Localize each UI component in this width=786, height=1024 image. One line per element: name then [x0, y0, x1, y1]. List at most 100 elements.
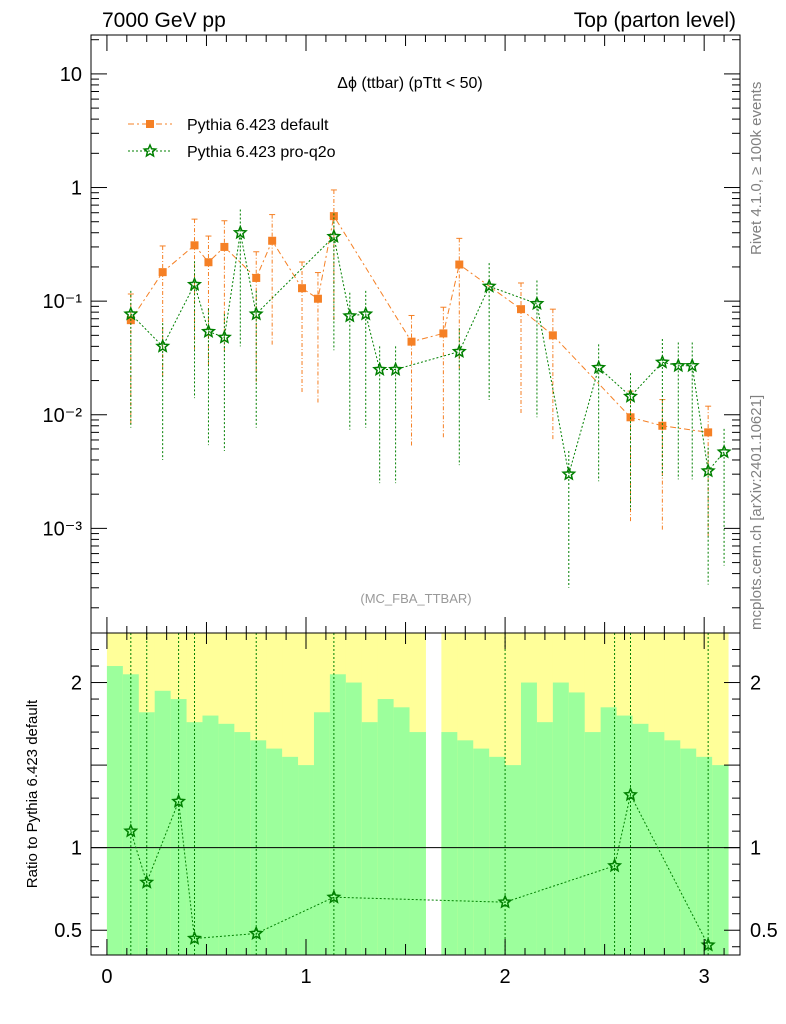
ratio-y-tick-label: 1: [71, 838, 82, 860]
band-green: [584, 732, 602, 955]
data-point-proq2o: [451, 343, 467, 358]
x-tick-label: 1: [300, 966, 311, 988]
data-point-proq2o: [591, 359, 607, 375]
header-energy: 7000 GeV pp: [102, 9, 226, 32]
ratio-data-point: [326, 889, 342, 904]
band-green: [441, 732, 458, 955]
data-point-proq2o: [342, 308, 358, 323]
data-point-proq2o: [372, 361, 388, 377]
x-tick-label: 0: [101, 966, 112, 988]
data-point-default: [220, 242, 229, 251]
band-green: [632, 723, 649, 955]
data-point-proq2o: [248, 306, 264, 321]
series-line-proq2o: [130, 232, 725, 475]
band-green: [154, 690, 172, 955]
y-tick-label: 10⁻¹: [43, 291, 83, 313]
ratio-series-line: [130, 793, 709, 946]
data-point-proq2o: [200, 323, 217, 339]
data-point-default: [704, 428, 713, 437]
ratio-frame: [90, 632, 741, 956]
band-green: [600, 707, 618, 955]
ratio-data-point: [186, 930, 203, 945]
band-green: [202, 715, 219, 955]
data-point-default: [268, 236, 277, 245]
data-point-default: [517, 305, 526, 314]
data-point-default: [658, 421, 667, 430]
x-tick-label: 2: [500, 966, 511, 988]
main-panel: 10 1 10⁻¹ 10⁻² 10⁻³ Δϕ (ttbar) (pTtt < 50) (…: [43, 34, 741, 634]
mcplots-label: mcplots.cern.ch [arXiv:2401.10621]: [748, 395, 765, 630]
data-point-proq2o: [232, 224, 248, 240]
band-green: [409, 732, 426, 955]
series-default: [126, 189, 713, 537]
data-point-proq2o: [216, 329, 232, 344]
ratio-data-point: [171, 793, 187, 808]
band-green: [696, 756, 713, 955]
main-x-ticks: [106, 35, 725, 633]
series-line-default: [130, 214, 709, 433]
data-point-proq2o: [654, 354, 670, 369]
data-point-proq2o: [186, 276, 203, 292]
legend-marker-star: [142, 143, 158, 158]
legend-label-proq2o: Pythia 6.423 pro-q2o: [187, 144, 336, 161]
analysis-watermark: (MC_FBA_TTBAR): [360, 591, 471, 606]
data-point-proq2o: [716, 444, 732, 459]
ratio-x-axis: 0 1 2 3: [101, 633, 725, 988]
data-point-proq2o: [700, 463, 716, 478]
ratio-y-tick-label: 0.5: [54, 920, 82, 942]
band-green: [329, 674, 347, 955]
data-point-proq2o: [358, 306, 374, 321]
y-tick-label: 1: [71, 178, 82, 200]
x-tick-label: 3: [699, 966, 710, 988]
ratio-y-tick-label-right: 1: [750, 838, 761, 860]
band-green: [521, 682, 538, 955]
ratio-y-tick-label: 2: [71, 673, 82, 695]
band-green: [377, 699, 395, 955]
data-point-default: [158, 268, 167, 277]
data-point-proq2o: [622, 388, 639, 403]
data-point-proq2o: [481, 278, 497, 293]
band-green: [680, 748, 697, 955]
ratio-series-proq2o: [123, 633, 716, 955]
data-point-proq2o: [155, 338, 171, 353]
band-green: [361, 722, 379, 955]
ratio-data-point: [248, 925, 264, 941]
data-point-default: [455, 260, 464, 269]
data-point-default: [407, 337, 416, 346]
legend: Pythia 6.423 default Pythia 6.423 pro-q2…: [128, 117, 336, 161]
band-green: [282, 756, 299, 955]
data-point-proq2o: [684, 357, 700, 373]
band-green: [712, 765, 729, 955]
ratio-data-point: [622, 786, 639, 802]
data-point-proq2o: [561, 466, 577, 481]
data-point-default: [298, 284, 307, 293]
ratio-data-point: [607, 857, 623, 873]
data-point-proq2o: [326, 228, 342, 243]
band-green: [552, 682, 570, 955]
data-point-default: [548, 331, 557, 340]
data-point-default: [204, 258, 213, 267]
band-green: [106, 666, 124, 955]
y-tick-label: 10⁻²: [43, 405, 83, 427]
ratio-y-tick-label-right: 0.5: [750, 920, 778, 942]
band-green: [313, 712, 331, 955]
band-green: [648, 732, 665, 955]
y-tick-label: 10: [60, 64, 82, 86]
data-point-proq2o: [388, 361, 404, 376]
ratio-y-axis: 2 2 1 1 0.5 0.5: [54, 649, 778, 948]
ratio-y-tick-label-right: 2: [750, 673, 761, 695]
data-point-default: [313, 294, 322, 303]
ratio-data-point: [497, 894, 513, 909]
band-green: [266, 748, 283, 955]
legend-star-shape: [142, 143, 158, 158]
data-point-proq2o: [670, 357, 686, 373]
data-point-proq2o: [529, 295, 545, 311]
band-green: [234, 732, 251, 955]
band-green: [473, 748, 490, 955]
header-process: Top (parton level): [574, 9, 736, 32]
legend-label-default: Pythia 6.423 default: [187, 117, 329, 134]
ratio-data-point: [139, 874, 155, 889]
band-green: [345, 682, 363, 955]
legend-marker-square: [146, 120, 154, 128]
